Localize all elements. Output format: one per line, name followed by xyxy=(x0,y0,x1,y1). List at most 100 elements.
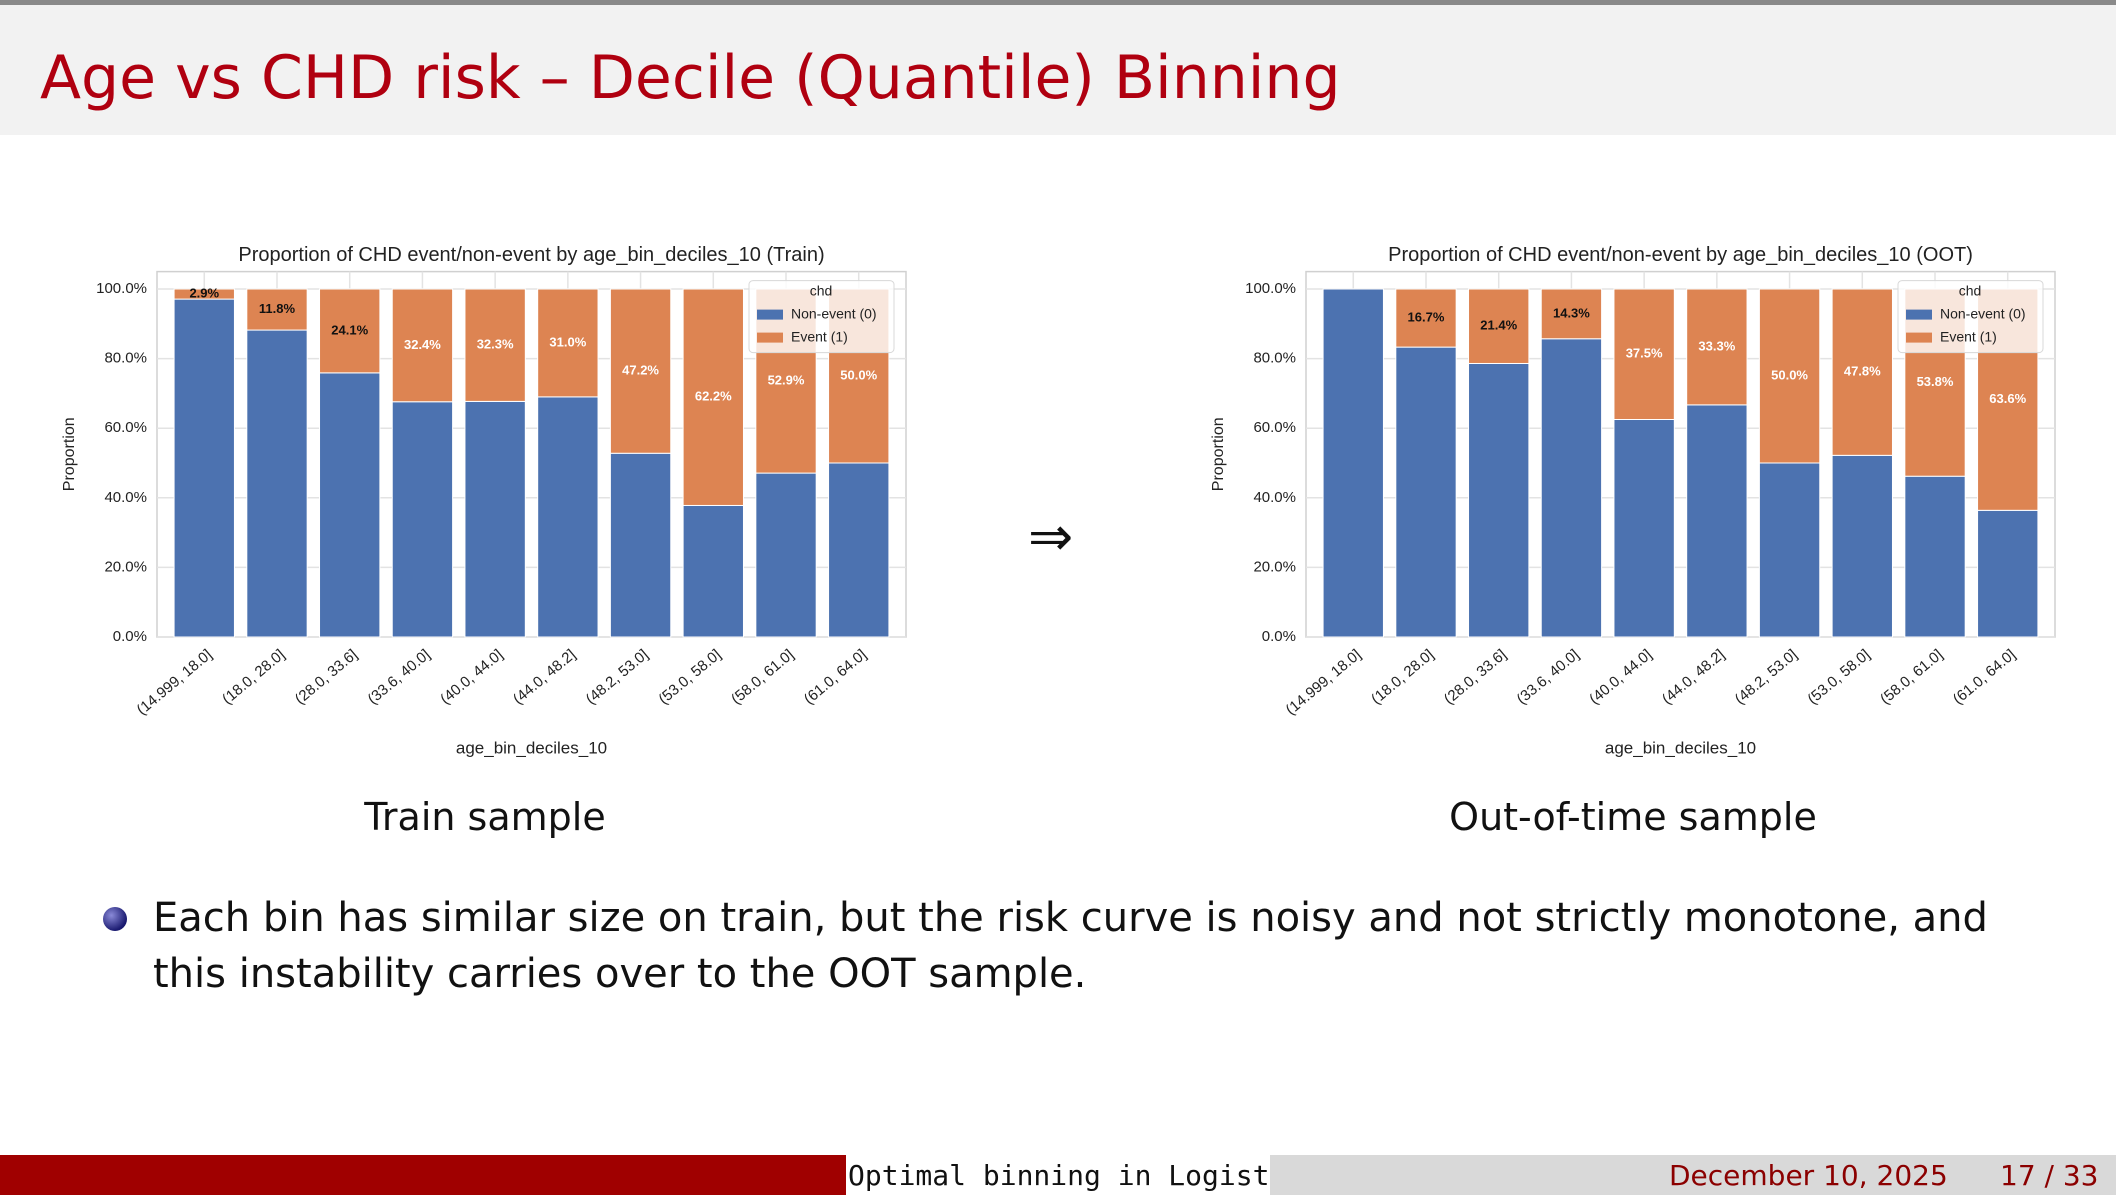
x-axis-label: age_bin_deciles_10 xyxy=(1605,738,1756,757)
bar-segment xyxy=(173,288,235,300)
bar-segment xyxy=(682,504,744,638)
bar-segment xyxy=(246,288,308,331)
bar-segment xyxy=(682,288,744,506)
x-tick-label: (53.0, 58.0] xyxy=(655,646,724,708)
footer-band: December 10, 2025 17 / 33 xyxy=(1270,1155,2116,1195)
x-tick-label: (40.0, 44.0] xyxy=(437,646,506,708)
legend-swatch xyxy=(757,332,783,343)
y-tick-label: 0.0% xyxy=(113,628,147,645)
y-tick-label: 80.0% xyxy=(1253,350,1296,367)
bar-segment xyxy=(1322,288,1384,638)
data-label: 52.9% xyxy=(768,372,805,387)
bar-segment xyxy=(464,288,526,402)
bar-segment xyxy=(246,329,308,638)
bar-segment xyxy=(537,288,599,398)
x-tick-label: (58.0, 61.0] xyxy=(728,646,797,708)
charts: Proportion of CHD event/non-event by age… xyxy=(61,244,2056,757)
y-axis-label: Proportion xyxy=(61,417,78,491)
x-tick-label: (48.2, 53.0] xyxy=(1732,646,1801,708)
data-label: 11.8% xyxy=(259,301,296,316)
bar-segment xyxy=(464,400,526,638)
bar-segment xyxy=(1613,419,1675,638)
legend-swatch xyxy=(757,309,783,320)
legend-box xyxy=(748,280,895,354)
y-tick-label: 60.0% xyxy=(104,419,147,436)
bar-segment xyxy=(319,372,381,638)
legend-title: chd xyxy=(1959,282,1982,298)
data-label: 33.3% xyxy=(1698,338,1735,353)
y-tick-label: 60.0% xyxy=(1253,419,1296,436)
data-label: 16.7% xyxy=(1408,309,1445,324)
data-label: 24.1% xyxy=(331,322,368,337)
bullet-marker xyxy=(103,907,127,931)
data-label: 50.0% xyxy=(1771,367,1808,382)
bar-segment xyxy=(1686,404,1748,638)
chart-caption: Out-of-time sample xyxy=(1449,795,1817,839)
bar-segment xyxy=(1758,462,1821,638)
data-label: 37.5% xyxy=(1626,346,1663,361)
bar-segment xyxy=(755,472,817,638)
x-tick-label: (28.0, 33.6] xyxy=(292,646,361,708)
x-tick-label: (14.999, 18.0] xyxy=(1283,646,1365,719)
bar-segment xyxy=(1613,288,1675,420)
bar-segment xyxy=(828,462,890,638)
x-tick-label: (61.0, 64.0] xyxy=(1950,646,2019,708)
x-axis-label: age_bin_deciles_10 xyxy=(456,738,607,757)
bar-segment xyxy=(1686,288,1748,406)
chart-title: Proportion of CHD event/non-event by age… xyxy=(1388,244,1973,266)
bar-segment xyxy=(173,298,235,638)
bar-segment xyxy=(1540,288,1603,340)
legend-swatch xyxy=(1906,332,1932,343)
data-label: 32.4% xyxy=(404,337,441,352)
footer-band xyxy=(0,1155,846,1195)
bar-segment xyxy=(1831,454,1893,638)
footer-date: December 10, 2025 xyxy=(1669,1159,1948,1192)
y-tick-label: 20.0% xyxy=(104,558,147,575)
bar-segment xyxy=(1395,288,1457,348)
chart-caption: Train sample xyxy=(364,795,606,839)
data-label: 62.2% xyxy=(695,389,732,404)
data-label: 50.0% xyxy=(840,367,877,382)
footer-page: 17 / 33 xyxy=(2000,1159,2099,1192)
x-tick-label: (14.999, 18.0] xyxy=(134,646,216,719)
x-tick-label: (48.2, 53.0] xyxy=(583,646,652,708)
y-tick-label: 0.0% xyxy=(1262,628,1296,645)
legend-title: chd xyxy=(810,282,833,298)
bar-segment xyxy=(1468,288,1530,364)
bar-segment xyxy=(391,401,454,638)
legend-swatch xyxy=(1906,309,1932,320)
data-label: 31.0% xyxy=(549,334,586,349)
legend-label: Non-event (0) xyxy=(1940,305,2026,321)
bar-segment xyxy=(609,452,672,638)
bar-segment xyxy=(1977,509,2039,638)
bar-segment xyxy=(1758,288,1821,464)
y-tick-label: 20.0% xyxy=(1253,558,1296,575)
bar-segment xyxy=(319,288,381,374)
bullet-text: Each bin has similar size on train, but … xyxy=(153,895,1988,997)
data-label: 14.3% xyxy=(1553,305,1590,320)
y-tick-label: 100.0% xyxy=(96,280,147,297)
arrow: ⇒ xyxy=(1028,505,1074,568)
legend-label: Event (1) xyxy=(791,328,848,344)
y-tick-label: 80.0% xyxy=(104,350,147,367)
data-label: 21.4% xyxy=(1480,318,1517,333)
x-tick-label: (61.0, 64.0] xyxy=(801,646,870,708)
data-label: 32.3% xyxy=(477,337,514,352)
x-tick-label: (40.0, 44.0] xyxy=(1586,646,1655,708)
data-label: 2.9% xyxy=(189,285,219,300)
bar-segment xyxy=(1395,346,1457,638)
data-label: 53.8% xyxy=(1917,374,1954,389)
legend-label: Non-event (0) xyxy=(791,305,877,321)
top-rule xyxy=(0,0,2116,5)
x-tick-label: (44.0, 48.2] xyxy=(1659,646,1728,708)
footer-title: Optimal binning in Logistic Re xyxy=(848,1159,1270,1192)
bar-segment xyxy=(1904,475,1966,638)
x-tick-label: (18.0, 28.0] xyxy=(219,646,288,708)
bar-segment xyxy=(537,396,599,638)
chart-title: Proportion of CHD event/non-event by age… xyxy=(238,244,824,266)
x-tick-label: (33.6, 40.0] xyxy=(1513,646,1582,708)
bar-segment xyxy=(1831,288,1893,456)
x-tick-label: (44.0, 48.2] xyxy=(510,646,579,708)
x-tick-label: (33.6, 40.0] xyxy=(364,646,433,708)
